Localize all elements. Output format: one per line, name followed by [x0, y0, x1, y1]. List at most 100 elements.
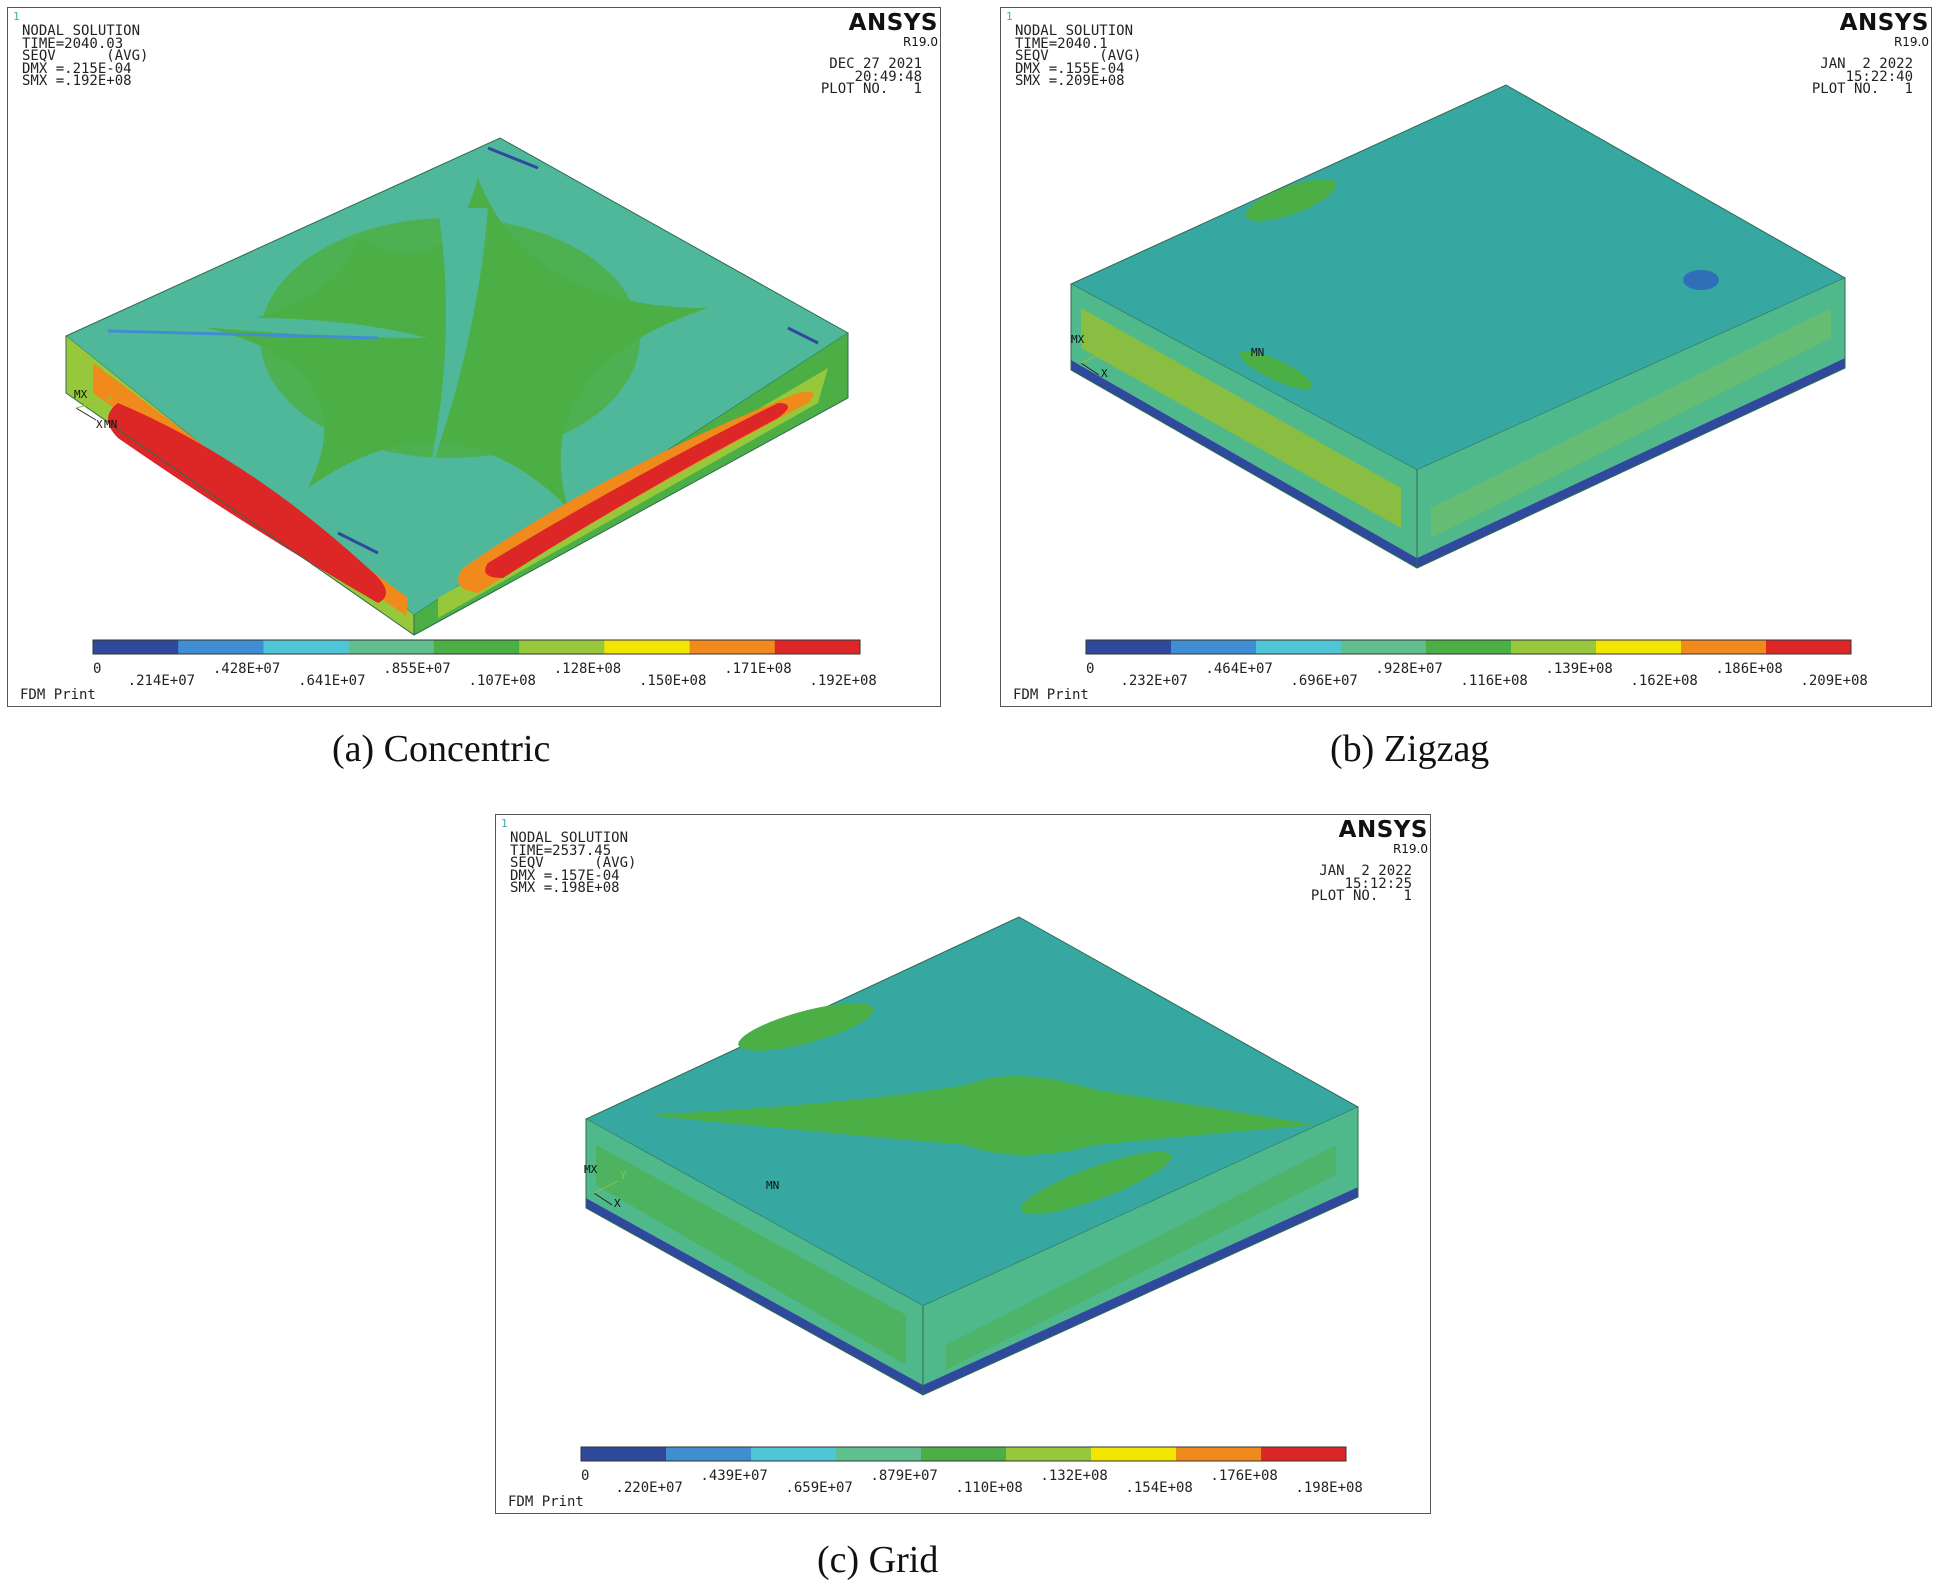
footer-label: FDM Print: [1013, 687, 1089, 703]
colorbar-swatch: [1171, 640, 1257, 654]
clock-label: 15:12:25: [1344, 875, 1412, 892]
axis-mx-label: MX: [584, 1163, 598, 1176]
window-number: 1: [1006, 10, 1013, 23]
colorbar-swatch: [836, 1447, 922, 1461]
mn-marker: MN: [766, 1179, 779, 1192]
colorbar-tick-label: 0: [581, 1468, 590, 1484]
clock-label: 20:49:48: [854, 68, 922, 85]
date-label: JAN 2 2022: [1820, 56, 1913, 72]
colorbar-swatch: [1086, 640, 1172, 654]
ansys-version: R19.0: [902, 35, 938, 49]
seqv-label: SEQV (AVG): [510, 855, 637, 871]
colorbar-tick-label: .107E+08: [468, 673, 536, 689]
footer-label: FDM Print: [20, 687, 96, 703]
colorbar-swatch: [1426, 640, 1512, 654]
axis-y-label: Y: [1107, 339, 1114, 352]
colorbar: [1085, 639, 1852, 655]
colorbar-tick-label: .128E+08: [553, 661, 622, 677]
colorbar-swatch: [581, 1447, 667, 1461]
info-block: NODAL SOLUTION TIME=2040.03 SEQV (AVG) D…: [22, 23, 149, 89]
colorbar-tick-label: .192E+08: [809, 673, 877, 689]
colorbar-border: [92, 639, 861, 655]
colorbar-tick-label: .428E+07: [212, 661, 281, 677]
colorbar-tick-label: .928E+07: [1375, 661, 1443, 677]
colorbar-tick-label: .464E+07: [1205, 661, 1273, 677]
caption-concentric: (a) Concentric: [332, 728, 551, 770]
colorbar-swatch: [93, 640, 179, 654]
colorbar-swatch: [1766, 640, 1852, 654]
colorbar-tick-label: .696E+07: [1290, 673, 1358, 689]
axis-y-label: Y: [620, 1169, 627, 1182]
plot-number-label: PLOT NO. 1: [820, 81, 922, 97]
colorbar-swatch: [1596, 640, 1682, 654]
colorbar-tick-label: .214E+07: [127, 673, 196, 689]
title-label: NODAL SOLUTION: [1015, 23, 1134, 39]
colorbar-tick-label: .150E+08: [638, 673, 707, 689]
colorbar: [580, 1446, 1347, 1462]
colorbar-tick-label: .209E+08: [1800, 673, 1868, 689]
dmx-label: DMX =.157E-04: [510, 867, 620, 884]
ansys-version: R19.0: [1392, 842, 1428, 856]
contour-plot-grid: MX Y X MN: [580, 916, 1360, 1462]
colorbar-swatch: [433, 640, 520, 654]
colorbar-tick-label: .659E+07: [785, 1480, 853, 1496]
plot-number-label: PLOT NO. 1: [1310, 888, 1412, 904]
colorbar-swatch: [1256, 640, 1342, 654]
ansys-logo: ANSYS: [848, 10, 938, 36]
colorbar-tick-label: 0: [1086, 661, 1095, 677]
colorbar-swatch: [1341, 640, 1427, 654]
axis-y-label: Y: [106, 393, 113, 406]
colorbar-tick-label: .220E+07: [615, 1480, 683, 1496]
colorbar-swatch: [263, 640, 350, 654]
smx-label: SMX =.192E+08: [22, 73, 132, 89]
ansys-logo: ANSYS: [1338, 817, 1428, 843]
axis-mx-label: MX: [74, 388, 88, 401]
colorbar-swatch: [1681, 640, 1767, 654]
dmx-label: DMX =.215E-04: [22, 60, 132, 77]
title-label: NODAL SOLUTION: [510, 830, 629, 846]
colorbar-swatch: [348, 640, 435, 654]
colorbar-tick-label: .176E+08: [1210, 1468, 1278, 1484]
colorbar-swatch: [1006, 1447, 1092, 1461]
contour-plot-concentric: MX Y X MN: [65, 137, 861, 655]
colorbar: [92, 639, 861, 655]
ansys-logo: ANSYS: [1839, 10, 1929, 36]
axis-x-label: X: [1101, 367, 1108, 380]
colorbar-tick-label: .162E+08: [1630, 673, 1698, 689]
info-block: NODAL SOLUTION TIME=2040.1 SEQV (AVG) DM…: [1015, 23, 1142, 88]
mn-marker: MN: [1251, 346, 1264, 359]
colorbar-swatch: [921, 1447, 1007, 1461]
date-block: DEC 27 2021 20:49:48 PLOT NO. 1: [820, 56, 922, 97]
seqv-label: SEQV (AVG): [1015, 48, 1142, 64]
title-label: NODAL SOLUTION: [22, 23, 141, 39]
colorbar-border: [580, 1446, 1347, 1462]
colorbar-swatch: [604, 640, 691, 654]
time-label: TIME=2040.1: [1015, 35, 1108, 52]
window-number: 1: [501, 817, 508, 830]
dmx-label: DMX =.155E-04: [1015, 60, 1125, 77]
colorbar-tick-label: .641E+07: [298, 673, 366, 689]
window-number: 1: [13, 10, 20, 23]
colorbar-tick-label: .232E+07: [1120, 673, 1188, 689]
colorbar-tick-label: .132E+08: [1040, 1468, 1108, 1484]
colorbar-tick-label: .198E+08: [1295, 1480, 1363, 1496]
colorbar-border: [1085, 639, 1852, 655]
colorbar-swatch: [178, 640, 264, 654]
colorbar-tick-label: .855E+07: [383, 661, 451, 677]
colorbar-tick-label: .186E+08: [1715, 661, 1783, 677]
colorbar-tick-label: .879E+07: [870, 1468, 938, 1484]
colorbar-swatch: [774, 640, 861, 654]
panel-zigzag: MX Y X MN 1 NODAL SOLUTION TIME=2040.1 S…: [1000, 7, 1932, 707]
colorbar-swatch: [519, 640, 605, 654]
colorbar-tick-label: .116E+08: [1460, 673, 1528, 689]
date-block: JAN 2 2022 15:12:25 PLOT NO. 1: [1310, 863, 1412, 904]
date-label: DEC 27 2021: [829, 56, 922, 72]
colorbar-swatch: [751, 1447, 837, 1461]
seqv-label: SEQV (AVG): [22, 48, 149, 64]
colorbar-swatch: [1176, 1447, 1262, 1461]
time-label: TIME=2040.03: [22, 35, 124, 52]
date-label: JAN 2 2022: [1319, 863, 1412, 879]
caption-zigzag: (b) Zigzag: [1330, 728, 1490, 770]
axis-x-label: X: [614, 1197, 621, 1210]
colorbar-tick-label: .171E+08: [724, 661, 792, 677]
